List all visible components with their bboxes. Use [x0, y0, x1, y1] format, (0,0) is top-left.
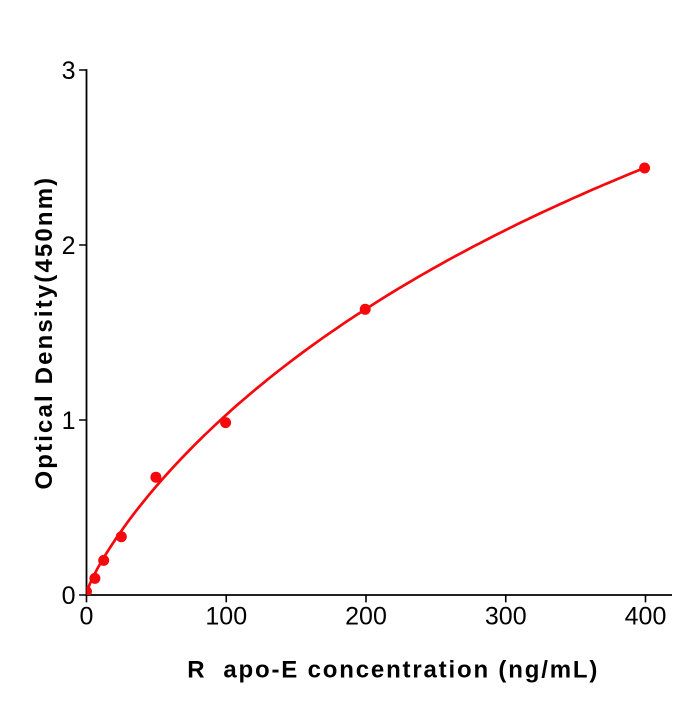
svg-text:400: 400 — [625, 602, 667, 630]
svg-text:200: 200 — [345, 602, 387, 630]
svg-text:100: 100 — [205, 602, 247, 630]
svg-text:1: 1 — [62, 407, 76, 435]
svg-text:3: 3 — [62, 57, 76, 85]
svg-text:0: 0 — [62, 582, 76, 610]
svg-text:2: 2 — [62, 232, 76, 260]
svg-text:0: 0 — [80, 602, 94, 630]
svg-text:300: 300 — [485, 602, 527, 630]
svg-text:Optical Density(450nm): Optical Density(450nm) — [31, 176, 58, 490]
svg-text:R apo-E concentration (ng/mL): R apo-E concentration (ng/mL) — [187, 657, 599, 684]
